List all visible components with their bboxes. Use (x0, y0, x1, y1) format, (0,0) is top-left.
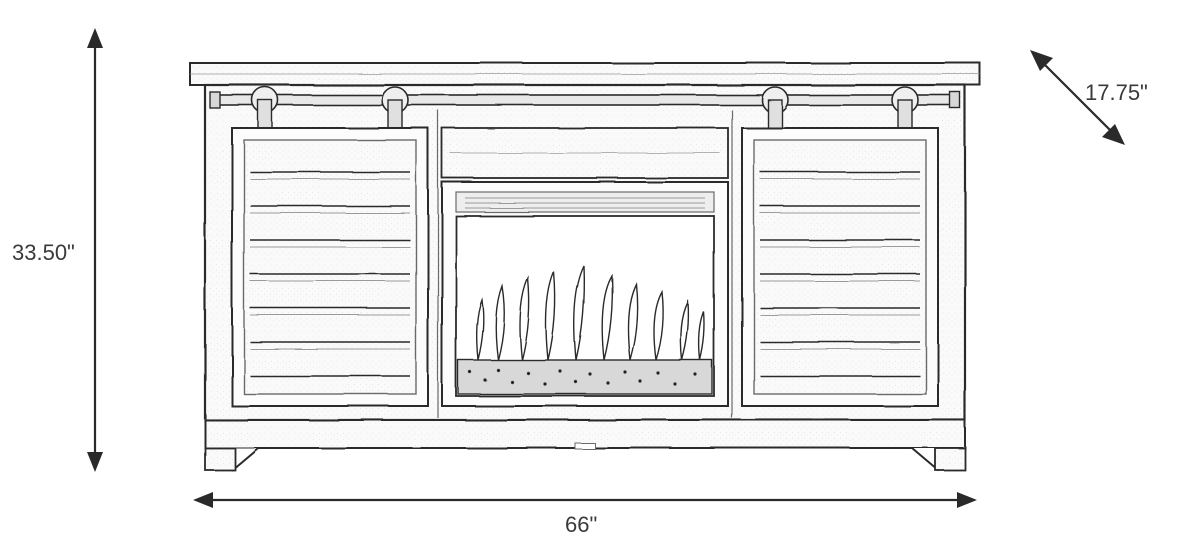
width-dimension: 66" (193, 492, 977, 537)
dimension-drawing: 33.50" 66" 17.75" (0, 0, 1200, 540)
barn-door-rail (210, 92, 960, 108)
cabinet (190, 63, 980, 470)
height-dimension: 33.50" (12, 28, 103, 472)
depth-dimension: 17.75" (1030, 50, 1148, 145)
fireplace-insert (442, 128, 728, 406)
left-door (232, 87, 428, 406)
right-door (742, 87, 938, 406)
depth-label: 17.75" (1085, 80, 1148, 105)
height-label: 33.50" (12, 240, 75, 265)
width-label: 66" (565, 512, 597, 537)
